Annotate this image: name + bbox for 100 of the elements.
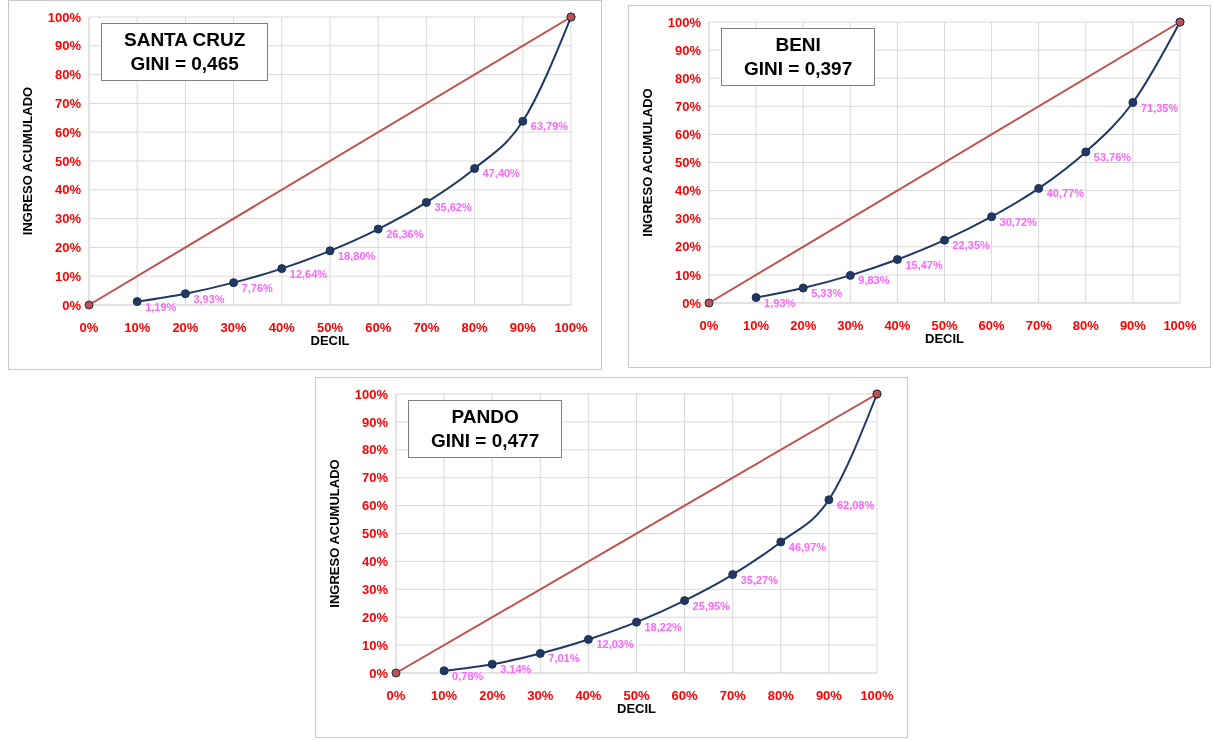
data-label: 30,72% <box>999 215 1038 228</box>
point <box>940 235 949 245</box>
y-tick-label: 20% <box>54 240 82 256</box>
data-label: 0,78% <box>452 669 484 682</box>
point <box>535 648 545 658</box>
data-label: 22,35% <box>952 239 991 252</box>
y-tick-label: 60% <box>674 127 702 143</box>
data-label: 35,27% <box>740 573 779 586</box>
y-tick-label: 40% <box>54 182 82 198</box>
x-tick-label: 50% <box>623 688 650 704</box>
y-axis-title: INGRESO ACUMULADO <box>639 88 655 237</box>
y-tick-label: 20% <box>361 609 389 625</box>
point <box>1128 98 1138 108</box>
y-tick-label: 30% <box>54 211 82 227</box>
y-tick-label: 100% <box>47 9 82 25</box>
data-label: 53,76% <box>1093 150 1132 163</box>
y-tick-label: 30% <box>361 581 389 597</box>
y-tick-label: 100% <box>354 386 389 402</box>
x-tick-label: 0% <box>79 320 99 336</box>
point <box>421 197 431 207</box>
data-label: 7,01% <box>548 652 580 665</box>
point <box>704 298 714 308</box>
y-tick-label: 100% <box>667 14 702 30</box>
data-label: 46,97% <box>788 540 827 553</box>
point <box>84 300 94 310</box>
point <box>132 297 142 307</box>
data-label: 12,64% <box>289 267 328 280</box>
y-tick-label: 90% <box>674 42 702 58</box>
data-label: 18,80% <box>338 249 376 262</box>
data-label: 1,93% <box>764 296 796 309</box>
y-tick-label: 40% <box>674 183 702 199</box>
text: BENI <box>774 33 822 57</box>
point <box>325 246 335 256</box>
y-axis-title: INGRESO ACUMULADO <box>19 86 35 236</box>
y-tick-label: 70% <box>54 96 82 112</box>
data-label: 15,47% <box>905 258 943 271</box>
x-tick-label: 0% <box>699 318 719 334</box>
data-label: 3,93% <box>193 292 225 305</box>
x-tick-label: 10% <box>743 318 770 334</box>
x-tick-label: 80% <box>1072 318 1100 334</box>
data-label: 9,83% <box>858 274 890 287</box>
y-tick-label: 70% <box>674 98 702 114</box>
x-tick-label: 90% <box>1119 318 1147 334</box>
data-label: 63,79% <box>530 120 569 133</box>
point <box>518 116 528 126</box>
y-tick-label: 60% <box>54 124 82 140</box>
point <box>987 212 997 222</box>
point <box>373 224 383 234</box>
y-tick-label: 90% <box>54 38 82 54</box>
y-axis-title: INGRESO ACUMULADO <box>326 459 342 608</box>
y-tick-label: 10% <box>361 637 389 653</box>
point <box>180 289 190 299</box>
y-tick-label: 50% <box>361 526 389 542</box>
x-tick-label: 40% <box>575 688 602 704</box>
x-tick-label: 50% <box>316 320 344 336</box>
text: GINI = 0,477 <box>431 429 540 453</box>
y-tick-label: 40% <box>361 554 389 570</box>
y-tick-label: 10% <box>54 268 82 284</box>
point <box>845 270 855 280</box>
x-tick-label: 70% <box>719 688 747 704</box>
point <box>751 293 761 303</box>
point <box>1034 183 1044 193</box>
data-label: 47,40% <box>482 167 521 180</box>
x-tick-label: 40% <box>884 318 911 334</box>
point <box>632 617 641 627</box>
data-label: 12,03% <box>596 638 634 651</box>
y-tick-label: 0% <box>62 297 82 313</box>
point <box>470 163 480 173</box>
point <box>229 278 239 288</box>
x-tick-label: 60% <box>978 318 1006 334</box>
text: GINI = 0,465 <box>129 52 240 76</box>
y-tick-label: 80% <box>361 442 389 458</box>
x-tick-label: 30% <box>220 320 248 336</box>
x-tick-label: 50% <box>931 318 958 334</box>
point <box>277 264 287 274</box>
y-tick-label: 30% <box>674 211 702 227</box>
x-tick-label: 30% <box>527 688 554 704</box>
x-tick-label: 10% <box>124 320 151 336</box>
y-tick-label: 20% <box>674 239 702 255</box>
y-tick-label: 0% <box>682 295 702 311</box>
point <box>391 668 401 678</box>
point <box>776 537 786 547</box>
data-label: 26,36% <box>386 228 424 241</box>
x-tick-label: 100% <box>554 320 589 336</box>
y-tick-label: 80% <box>674 70 702 86</box>
point <box>487 659 497 669</box>
point <box>892 255 902 265</box>
x-tick-label: 100% <box>860 688 895 704</box>
point <box>1081 147 1091 157</box>
data-label: 3,14% <box>500 663 532 676</box>
x-tick-label: 20% <box>790 318 817 334</box>
data-label: 40,77% <box>1046 187 1085 200</box>
point <box>798 283 808 293</box>
x-tick-label: 70% <box>1025 318 1053 334</box>
x-axis-title: DECIL <box>925 331 965 346</box>
x-tick-label: 10% <box>431 688 458 704</box>
x-tick-label: 40% <box>268 320 296 336</box>
x-tick-label: 90% <box>509 320 537 336</box>
data-label: 7,76% <box>241 281 274 294</box>
x-axis-title: DECIL <box>310 333 350 348</box>
